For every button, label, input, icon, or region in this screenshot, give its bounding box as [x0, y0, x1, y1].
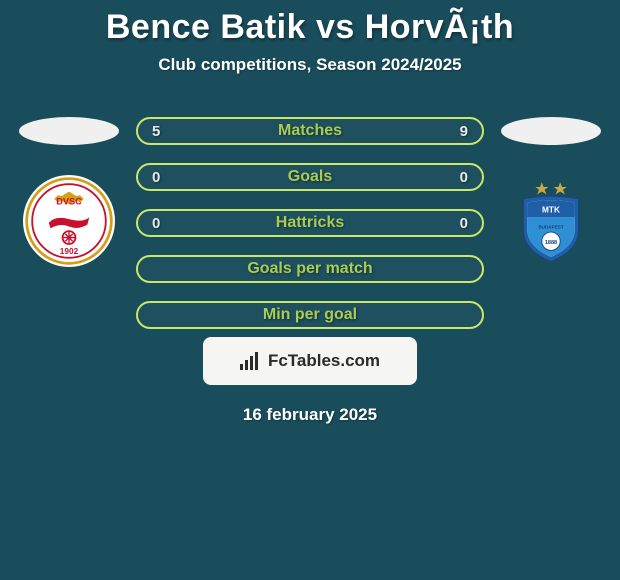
- svg-text:MTK: MTK: [542, 206, 560, 215]
- stat-left-value: 5: [152, 123, 166, 140]
- watermark-text: FcTables.com: [268, 351, 380, 371]
- stat-right-value: 9: [454, 123, 468, 140]
- comparison-card: Bence Batik vs HorvÃ¡th Club competition…: [0, 0, 620, 425]
- stat-right-value: 0: [454, 215, 468, 232]
- stat-row-goals-per-match: Goals per match: [136, 255, 484, 283]
- subtitle: Club competitions, Season 2024/2025: [0, 55, 620, 75]
- right-player-photo: [501, 117, 601, 145]
- stat-label: Goals: [288, 168, 332, 186]
- stat-row-matches: 5 Matches 9: [136, 117, 484, 145]
- svg-text:1888: 1888: [545, 240, 557, 246]
- dvsc-badge-icon: DVSC 1902: [23, 175, 115, 267]
- stat-label: Hattricks: [276, 214, 344, 232]
- mtk-badge-icon: MTK BUDAPEST 1888: [505, 175, 597, 267]
- stats-area: DVSC 1902 5 Matches 9 0 Goals 0 0: [0, 117, 620, 329]
- svg-text:DVSC: DVSC: [56, 196, 82, 206]
- stat-label: Min per goal: [263, 306, 357, 324]
- stat-right-value: 0: [454, 169, 468, 186]
- stat-label: Matches: [278, 122, 342, 140]
- stat-label: Goals per match: [247, 260, 372, 278]
- watermark-badge: FcTables.com: [203, 337, 417, 385]
- stat-row-hattricks: 0 Hattricks 0: [136, 209, 484, 237]
- right-team-badge: MTK BUDAPEST 1888: [505, 175, 597, 267]
- page-title: Bence Batik vs HorvÃ¡th: [0, 8, 620, 47]
- stat-row-min-per-goal: Min per goal: [136, 301, 484, 329]
- left-team-badge: DVSC 1902: [23, 175, 115, 267]
- chart-icon: [240, 352, 262, 370]
- left-column: DVSC 1902: [14, 117, 124, 267]
- left-player-photo: [19, 117, 119, 145]
- comparison-date: 16 february 2025: [0, 405, 620, 425]
- stat-left-value: 0: [152, 215, 166, 232]
- svg-text:BUDAPEST: BUDAPEST: [538, 224, 563, 229]
- stat-left-value: 0: [152, 169, 166, 186]
- svg-text:1902: 1902: [60, 247, 79, 256]
- stats-column: 5 Matches 9 0 Goals 0 0 Hattricks 0 Goal…: [136, 117, 484, 329]
- stat-row-goals: 0 Goals 0: [136, 163, 484, 191]
- right-column: MTK BUDAPEST 1888: [496, 117, 606, 267]
